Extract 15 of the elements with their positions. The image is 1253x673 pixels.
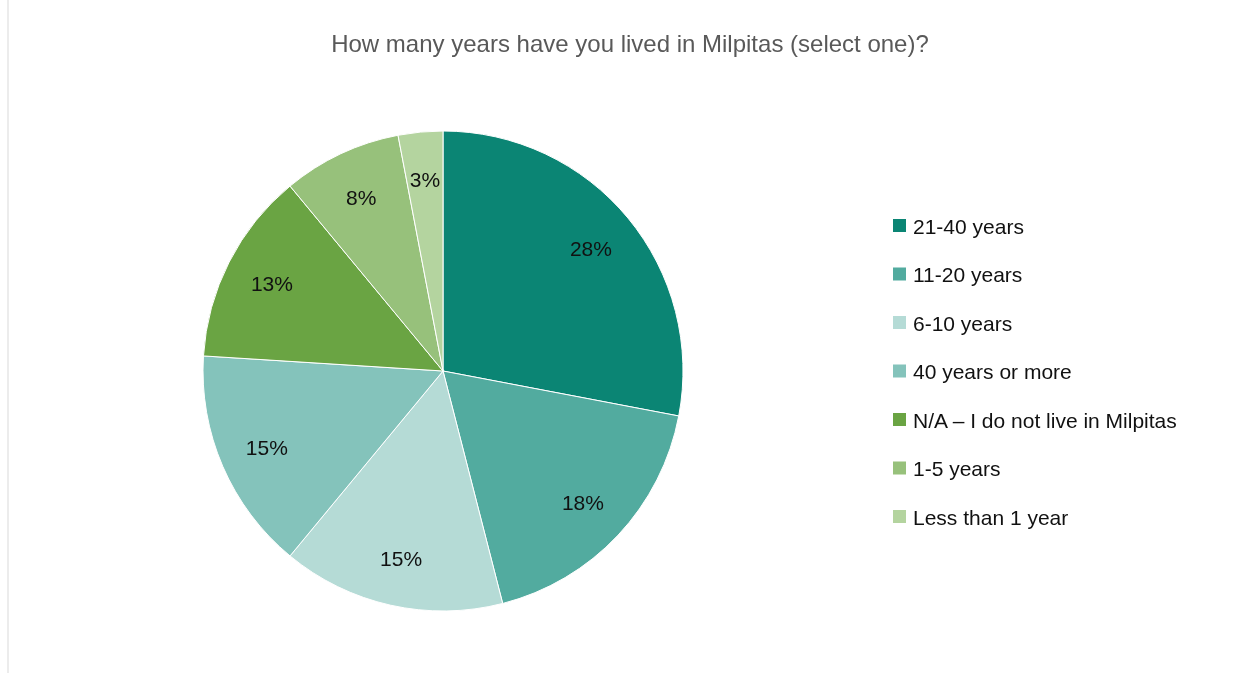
data-label: 28% xyxy=(569,237,612,261)
data-label: 13% xyxy=(250,272,293,296)
legend-label: 1-5 years xyxy=(913,457,1001,480)
legend-label: Less than 1 year xyxy=(913,505,1069,529)
chart-title: How many years have you lived in Milpitas (select one)? xyxy=(331,30,929,57)
legend-label: 40 years or more xyxy=(913,360,1072,383)
data-label: 15% xyxy=(245,435,288,459)
data-label: 15% xyxy=(380,546,423,570)
data-label: 3% xyxy=(409,168,441,192)
legend-label: 21-40 years xyxy=(913,214,1024,238)
legend-label: 6-10 years xyxy=(913,311,1013,335)
data-label: 18% xyxy=(561,490,604,514)
legend-label: N/A – I do not live in Milpitas xyxy=(913,408,1177,432)
legend-label: 11-20 years xyxy=(913,263,1023,286)
data-label: 8% xyxy=(346,185,377,209)
